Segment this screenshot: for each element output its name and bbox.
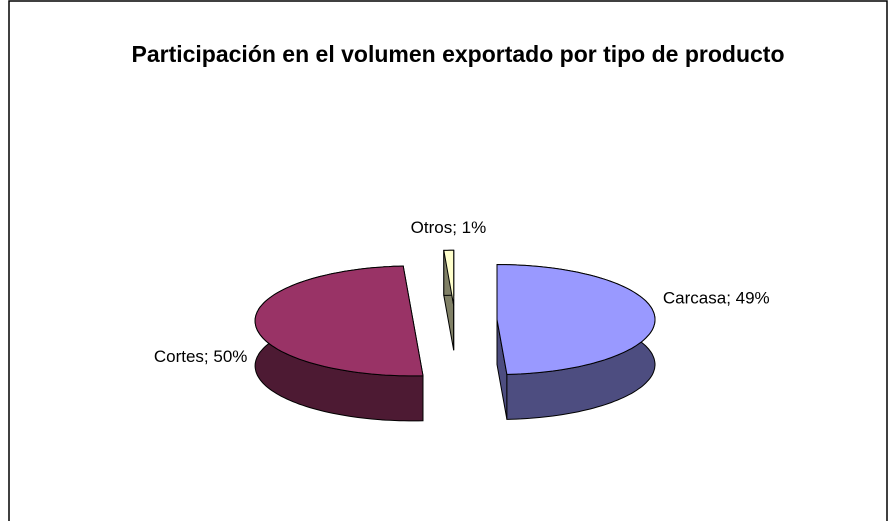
slice bbox=[496, 263, 656, 375]
data-label: Otros; 1% bbox=[411, 218, 487, 237]
chart-frame bbox=[8, 0, 888, 521]
data-label: Carcasa; 49% bbox=[663, 289, 770, 308]
slice bbox=[443, 249, 455, 306]
chart-title: Participación en el volumen exportado po… bbox=[131, 41, 785, 67]
slice bbox=[254, 265, 424, 377]
data-label: Cortes; 50% bbox=[154, 347, 248, 366]
